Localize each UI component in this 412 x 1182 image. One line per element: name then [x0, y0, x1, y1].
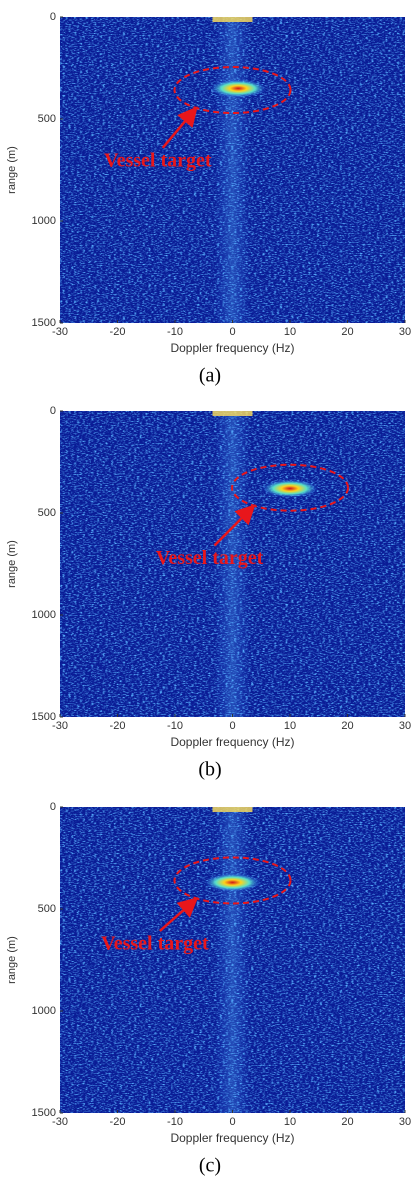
clutter-band	[214, 807, 251, 1113]
caption: (c)	[199, 1155, 221, 1177]
target-blob	[210, 79, 267, 98]
y-axis-label: range (m)	[6, 540, 18, 588]
x-tick-label: -20	[110, 326, 126, 338]
x-tick-label: -10	[167, 1116, 183, 1128]
annotation: Vessel target	[156, 547, 264, 569]
y-tick-label: 0	[50, 11, 56, 23]
annotation: Vessel target	[101, 932, 209, 954]
y-tick-label: 1000	[32, 609, 56, 621]
y-axis-label: range (m)	[6, 146, 18, 194]
x-axis-label: Doppler frequency (Hz)	[170, 735, 294, 749]
x-tick-label: -10	[167, 720, 183, 732]
x-tick-label: 0	[229, 720, 235, 732]
clutter-band	[214, 17, 251, 323]
x-tick-label: 0	[229, 1116, 235, 1128]
x-tick-label: -20	[110, 720, 126, 732]
y-tick-label: 1500	[32, 711, 56, 723]
y-tick-label: 500	[38, 507, 56, 519]
target-blob	[204, 873, 261, 892]
clutter-top	[212, 17, 253, 22]
x-axis-label: Doppler frequency (Hz)	[170, 341, 294, 355]
y-tick-label: 500	[38, 113, 56, 125]
caption: (b)	[198, 759, 221, 781]
x-tick-label: -10	[167, 326, 183, 338]
annotation-arrow	[213, 504, 256, 547]
y-tick-label: 1000	[32, 215, 56, 227]
x-tick-label: 0	[229, 326, 235, 338]
annotation-arrow	[159, 897, 199, 932]
y-tick-label: 0	[50, 405, 56, 417]
x-tick-label: -30	[52, 1116, 68, 1128]
clutter-top	[212, 411, 253, 416]
y-tick-label: 1000	[32, 1005, 56, 1017]
annotation: Vessel target	[104, 149, 212, 171]
clutter-top	[212, 807, 253, 812]
x-axis-label: Doppler frequency (Hz)	[170, 1131, 294, 1145]
x-tick-label: -30	[52, 720, 68, 732]
x-tick-label: 30	[399, 720, 411, 732]
x-tick-label: 20	[341, 326, 353, 338]
caption: (a)	[199, 365, 221, 387]
y-axis-label: range (m)	[6, 936, 18, 984]
x-tick-label: 30	[399, 1116, 411, 1128]
x-tick-label: 20	[341, 720, 353, 732]
annotation-arrow	[161, 106, 198, 149]
target-ellipse	[231, 463, 349, 512]
target-blob	[262, 479, 318, 498]
clutter-band	[214, 411, 251, 717]
x-tick-label: -20	[110, 1116, 126, 1128]
x-tick-label: -30	[52, 326, 68, 338]
target-ellipse	[173, 856, 292, 905]
x-tick-label: 10	[284, 1116, 296, 1128]
x-tick-label: 10	[284, 326, 296, 338]
y-tick-label: 1500	[32, 317, 56, 329]
y-tick-label: 1500	[32, 1107, 56, 1119]
x-tick-label: 10	[284, 720, 296, 732]
x-tick-label: 20	[341, 1116, 353, 1128]
target-ellipse	[173, 66, 292, 115]
y-tick-label: 500	[38, 903, 56, 915]
x-tick-label: 30	[399, 326, 411, 338]
y-tick-label: 0	[50, 801, 56, 813]
